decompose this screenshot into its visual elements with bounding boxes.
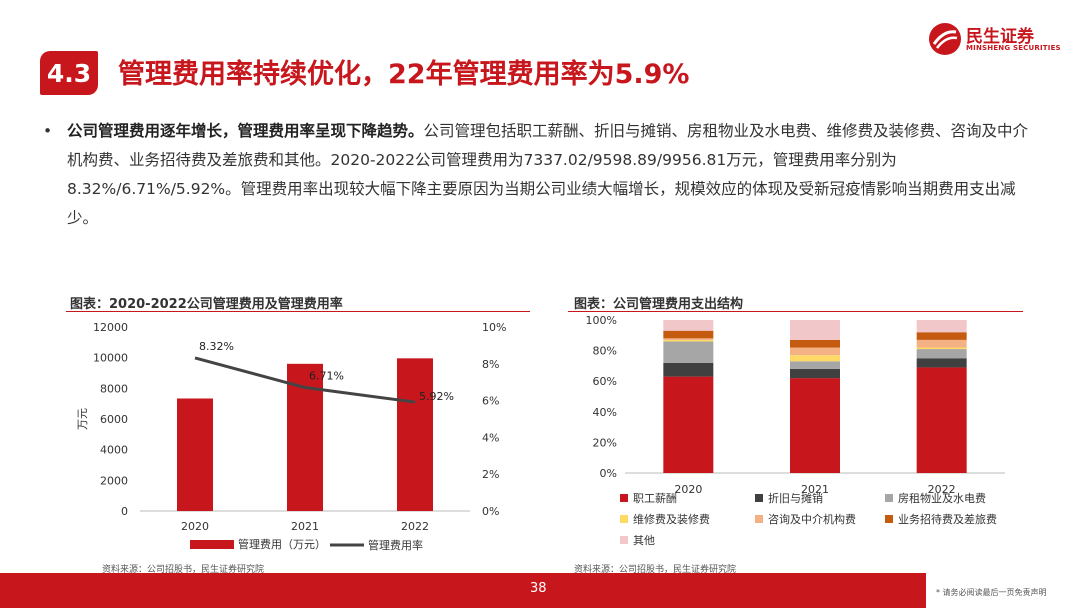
rate-data-label: 8.32% <box>199 340 234 353</box>
summary-bullet: • 公司管理费用逐年增长，管理费用率呈现下降趋势。公司管理包括职工薪酬、折旧与摊… <box>43 117 1035 233</box>
stack-segment-2021 <box>790 320 840 340</box>
stack-segment-2021 <box>790 355 840 362</box>
legend-swatch <box>885 494 893 502</box>
stack-segment-2022 <box>916 320 967 333</box>
legend-label: 房租物业及水电费 <box>898 491 986 505</box>
y-tick-label: 0% <box>600 467 617 480</box>
stack-segment-2020 <box>663 339 714 342</box>
left-chart: 0 2000 4000 6000 8000 10000 12000 0% 2% 4% 6% 8% 10%… <box>76 321 506 552</box>
x-tick-label: 2022 <box>928 483 956 496</box>
logo-text-en: MINSHENG SECURITIES <box>966 44 1061 52</box>
left-chart-rule <box>66 311 530 312</box>
line-series-rate <box>194 356 416 404</box>
legend-label: 其他 <box>633 534 655 547</box>
logo-text-cn: 民生证券 <box>966 27 1034 47</box>
stack-segment-2022 <box>916 367 967 473</box>
stack-segment-2021 <box>790 347 840 356</box>
y2-tick-label: 0% <box>482 505 499 518</box>
y-tick-label: 10000 <box>93 352 128 365</box>
y2-tick-label: 6% <box>482 395 499 408</box>
legend-swatch <box>620 494 628 502</box>
page-title: 管理费用率持续优化，22年管理费用率为5.9% <box>118 59 690 90</box>
stack-segment-2020 <box>663 330 714 339</box>
stack-segment-2022 <box>916 347 967 350</box>
x-tick-label: 2021 <box>801 483 829 496</box>
legend-line-label: 管理费用率 <box>368 538 423 552</box>
right-chart: 0% 20% 40% 60% 80% 100% 2020 2021 2022 职工薪酬 折旧与摊销 房… <box>586 314 1005 547</box>
right-chart-source: 资料来源：公司招股书，民生证券研究院 <box>574 565 737 575</box>
brand-logo: 民生证券 MINSHENG SECURITIES <box>928 22 1061 58</box>
left-chart-source: 资料来源：公司招股书，民生证券研究院 <box>102 565 265 575</box>
y-tick-label: 20% <box>593 436 617 449</box>
right-chart-rule <box>568 311 1023 312</box>
y-tick-label: 2000 <box>100 474 128 487</box>
section-number-badge: 4.3 <box>40 51 98 95</box>
stack-segment-2022 <box>916 349 967 359</box>
bullet-bold-text: 公司管理费用逐年增长，管理费用率呈现下降趋势。 <box>67 122 424 140</box>
stack-segment-2022 <box>916 339 967 348</box>
legend-label: 业务招待费及差旅费 <box>898 512 997 526</box>
y-tick-label: 4000 <box>100 444 128 457</box>
y2-tick-label: 8% <box>482 358 499 371</box>
rate-data-label: 6.71% <box>309 370 344 383</box>
y-axis-label: 万元 <box>76 408 89 430</box>
legend-label: 职工薪酬 <box>633 492 677 505</box>
stack-segment-2021 <box>790 339 840 348</box>
y-tick-label: 40% <box>593 406 617 419</box>
legend-label: 折旧与摊销 <box>768 491 823 505</box>
bullet-dot: • <box>43 122 53 140</box>
page-number: 38 <box>530 581 547 596</box>
y-tick-label: 100% <box>586 314 617 327</box>
stack-segment-2020 <box>663 338 714 340</box>
x-tick-label: 2022 <box>401 520 429 533</box>
stack-segment-2020 <box>663 320 714 331</box>
legend-bar-swatch <box>190 540 234 549</box>
right-chart-title: 图表：公司管理费用支出结构 <box>574 297 744 312</box>
bar-2021 <box>287 363 323 511</box>
legend-label: 咨询及中介机构费 <box>768 512 856 526</box>
y-tick-label: 0 <box>121 505 128 518</box>
stack-segment-2020 <box>663 376 714 473</box>
y-tick-label: 6000 <box>100 413 128 426</box>
bullet-body-text: 公司管理包括职工薪酬、折旧与摊销、房租物业及水电费、维修费及装修费、咨询及中介机… <box>67 122 1029 227</box>
legend-swatch <box>755 515 763 523</box>
left-chart-title: 图表：2020-2022公司管理费用及管理费用率 <box>70 297 343 312</box>
y-tick-label: 8000 <box>100 382 128 395</box>
y2-tick-label: 2% <box>482 468 499 481</box>
y-tick-label: 12000 <box>93 321 128 334</box>
legend-swatch <box>755 494 763 502</box>
legend-swatch <box>620 515 628 523</box>
bar-2022 <box>397 358 433 511</box>
y-tick-label: 80% <box>593 345 617 358</box>
y2-tick-label: 10% <box>482 321 506 334</box>
legend-label: 维修费及装修费 <box>633 512 710 526</box>
x-tick-label: 2020 <box>181 520 209 533</box>
stack-segment-2020 <box>663 362 714 377</box>
stack-segment-2020 <box>663 341 714 363</box>
logo-mark-icon <box>929 23 961 55</box>
stack-segment-2021 <box>790 378 840 473</box>
legend-swatch <box>885 515 893 523</box>
y-tick-label: 60% <box>593 375 617 388</box>
bar-2020 <box>177 398 213 511</box>
stack-segment-2022 <box>916 332 967 340</box>
stack-segment-2021 <box>790 361 840 369</box>
stack-segment-2022 <box>916 358 967 368</box>
rate-data-label: 5.92% <box>419 390 454 403</box>
footer: 38 * 请务必阅读最后一页免责声明 <box>0 573 1080 608</box>
legend-bar-label: 管理费用（万元） <box>238 537 326 551</box>
y2-tick-label: 4% <box>482 431 499 444</box>
x-tick-label: 2020 <box>674 483 702 496</box>
stack-segment-2021 <box>790 368 840 379</box>
footer-bar: 38 <box>0 573 926 608</box>
legend-swatch <box>620 536 628 544</box>
disclaimer: * 请务必阅读最后一页免责声明 <box>936 588 1047 597</box>
x-tick-label: 2021 <box>291 520 319 533</box>
